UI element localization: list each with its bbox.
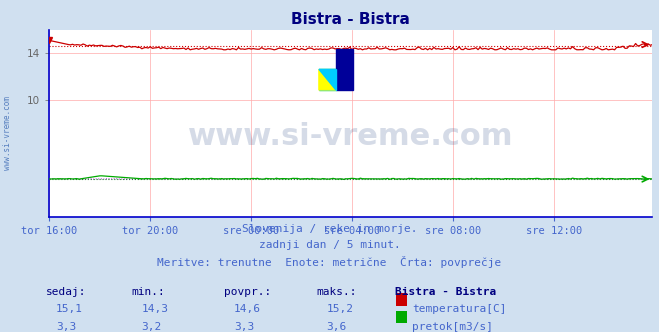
- Text: sedaj:: sedaj:: [46, 287, 86, 297]
- Text: Meritve: trenutne  Enote: metrične  Črta: povprečje: Meritve: trenutne Enote: metrične Črta: …: [158, 256, 501, 268]
- Text: 3,2: 3,2: [142, 322, 162, 332]
- Text: temperatura[C]: temperatura[C]: [412, 304, 506, 314]
- Text: 3,6: 3,6: [326, 322, 347, 332]
- Bar: [336, 49, 353, 90]
- Title: Bistra - Bistra: Bistra - Bistra: [291, 12, 411, 27]
- Text: min.:: min.:: [132, 287, 165, 297]
- Bar: [319, 69, 336, 90]
- Text: pretok[m3/s]: pretok[m3/s]: [412, 322, 493, 332]
- Polygon shape: [319, 69, 336, 90]
- Text: 14,3: 14,3: [142, 304, 169, 314]
- Text: Slovenija / reke in morje.: Slovenija / reke in morje.: [242, 224, 417, 234]
- Text: 3,3: 3,3: [234, 322, 254, 332]
- Polygon shape: [319, 69, 336, 90]
- Text: www.si-vreme.com: www.si-vreme.com: [3, 96, 13, 170]
- Text: 15,1: 15,1: [56, 304, 83, 314]
- Polygon shape: [319, 69, 336, 90]
- Text: zadnji dan / 5 minut.: zadnji dan / 5 minut.: [258, 240, 401, 250]
- Text: maks.:: maks.:: [316, 287, 357, 297]
- Text: 3,3: 3,3: [56, 322, 76, 332]
- Text: 14,6: 14,6: [234, 304, 261, 314]
- Text: povpr.:: povpr.:: [224, 287, 272, 297]
- Text: Bistra - Bistra: Bistra - Bistra: [395, 287, 497, 297]
- Text: www.si-vreme.com: www.si-vreme.com: [188, 122, 513, 151]
- Text: 15,2: 15,2: [326, 304, 353, 314]
